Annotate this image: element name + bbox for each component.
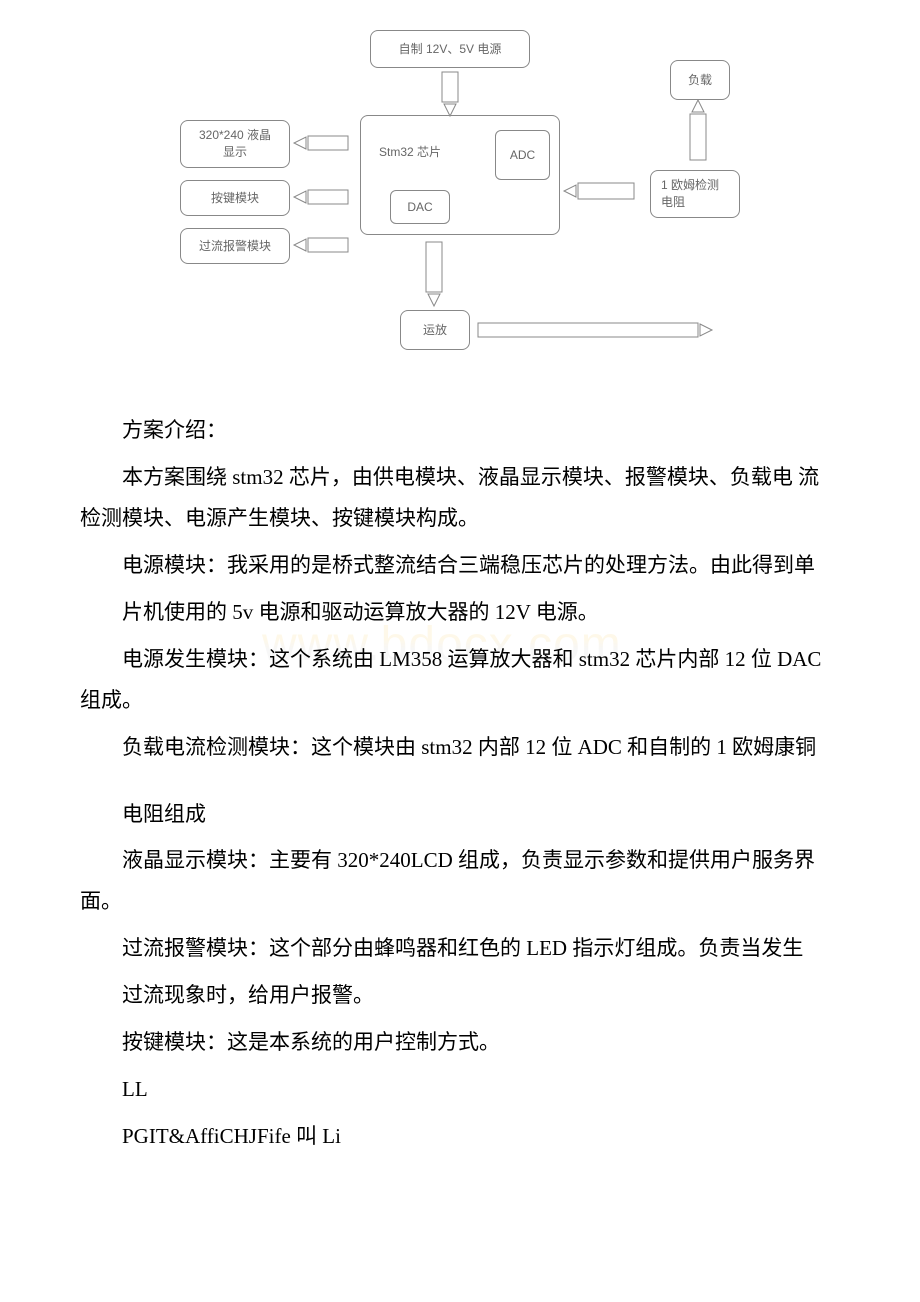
node-keys: 按键模块 (180, 180, 290, 216)
node-dac: DAC (390, 190, 450, 224)
block-diagram: 自制 12V、5V 电源 320*240 液晶 显示 按键模块 过流报警模块 S… (180, 30, 740, 380)
paragraph-power-2: 片机使用的 5v 电源和驱动运算放大器的 12V 电源。 www.bdocx.c… (80, 592, 840, 633)
paragraph-lcd: 液晶显示模块：主要有 320*240LCD 组成，负责显示参数和提供用户服务界面… (80, 840, 840, 922)
paragraph-power-1: 电源模块：我采用的是桥式整流结合三端稳压芯片的处理方法。由此得到单 (80, 545, 840, 586)
node-alarm: 过流报警模块 (180, 228, 290, 264)
node-opamp: 运放 (400, 310, 470, 350)
stm32-chip-label: Stm32 芯片 (379, 144, 441, 161)
node-power: 自制 12V、5V 电源 (370, 30, 530, 68)
node-adc: ADC (495, 130, 550, 180)
paragraph-garbled: PGIT&AffiCHJFife 叫 Li (80, 1116, 840, 1157)
paragraph-current-detect: 负载电流检测模块：这个模块由 stm32 内部 12 位 ADC 和自制的 1 … (80, 727, 840, 768)
paragraph-resistor: 电阻组成 (80, 794, 840, 835)
paragraph-overview: 本方案围绕 stm32 芯片，由供电模块、液晶显示模块、报警模块、负载电 流检测… (80, 457, 840, 539)
paragraph-alarm-1: 过流报警模块：这个部分由蜂鸣器和红色的 LED 指示灯组成。负责当发生 (80, 928, 840, 969)
paragraph-alarm-2: 过流现象时，给用户报警。 (80, 975, 840, 1016)
paragraph-ll: LL (80, 1069, 840, 1110)
paragraph-keys: 按键模块：这是本系统的用户控制方式。 (80, 1022, 840, 1063)
block-diagram-container: 自制 12V、5V 电源 320*240 液晶 显示 按键模块 过流报警模块 S… (180, 30, 740, 380)
paragraph-overview-text: 本方案围绕 stm32 芯片，由供电模块、液晶显示模块、报警模块、负载电 流检测… (80, 465, 819, 530)
paragraph-intro-title: 方案介绍： (80, 410, 840, 451)
paragraph-gap (80, 774, 840, 794)
node-sense: 1 欧姆检测 电阻 (650, 170, 740, 218)
node-lcd: 320*240 液晶 显示 (180, 120, 290, 168)
paragraph-power-2-text: 片机使用的 5v 电源和驱动运算放大器的 12V 电源。 (122, 600, 599, 624)
paragraph-psu-gen: 电源发生模块：这个系统由 LM358 运算放大器和 stm32 芯片内部 12 … (80, 639, 840, 721)
document-page: 自制 12V、5V 电源 320*240 液晶 显示 按键模块 过流报警模块 S… (0, 0, 920, 1223)
node-load: 负载 (670, 60, 730, 100)
